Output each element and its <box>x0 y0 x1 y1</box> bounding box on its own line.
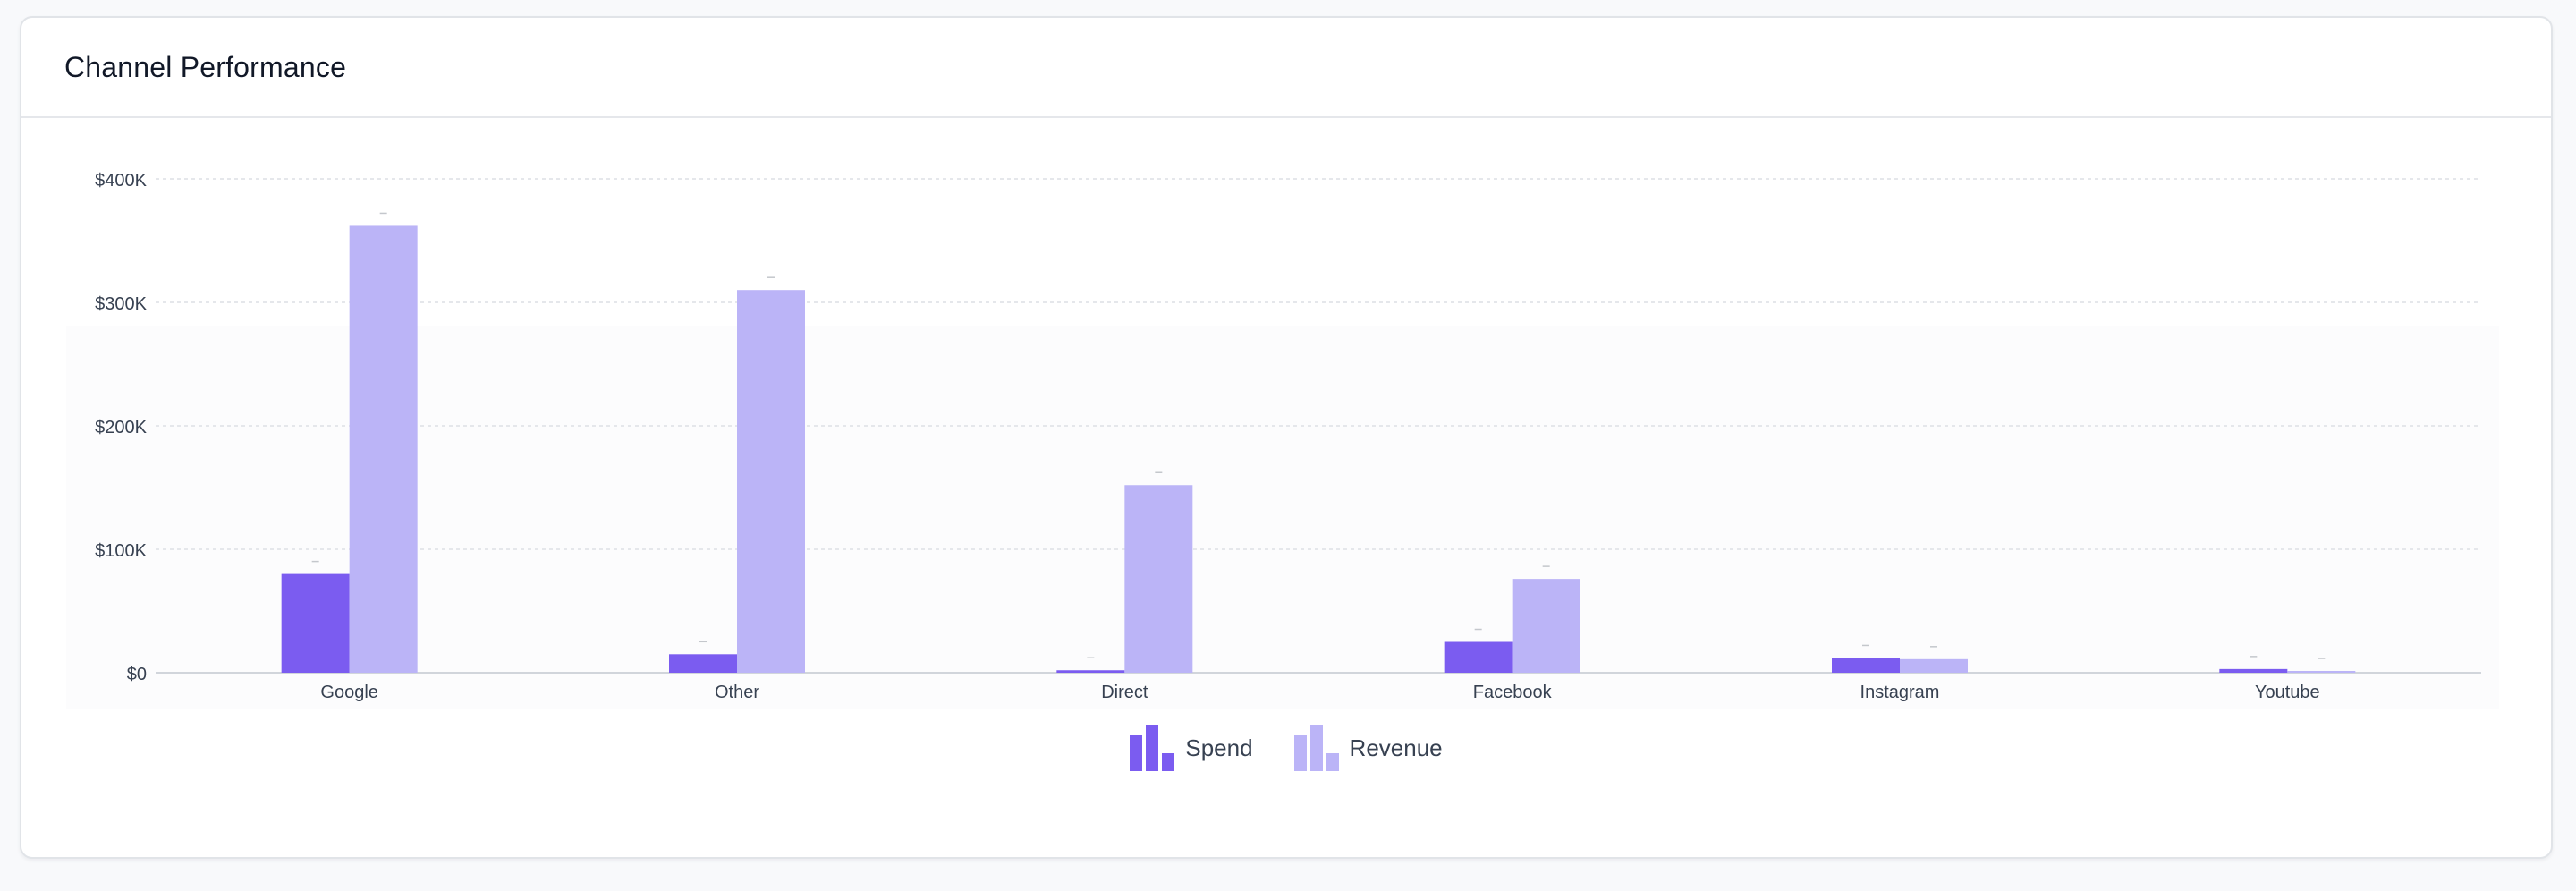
legend-glyph-bar <box>1130 735 1143 771</box>
bar-revenue <box>1900 658 1968 673</box>
bar-revenue <box>1124 485 1193 673</box>
legend-glyph-bar <box>1309 725 1323 771</box>
y-tick-label: $200K <box>95 418 147 437</box>
bar-revenue <box>1512 579 1580 673</box>
legend-glyph-bar <box>1293 735 1307 771</box>
x-tick-label: Youtube <box>2255 683 2320 702</box>
y-tick-label: $400K <box>95 171 147 191</box>
chart-legend: Spend Revenue <box>21 725 2551 771</box>
bar-revenue <box>2287 671 2356 673</box>
x-tick-label: Google <box>320 683 378 702</box>
legend-glyph-bar <box>1162 753 1175 771</box>
legend-glyph-bar <box>1146 725 1159 771</box>
channel-performance-card: Channel Performance $0 $100K $200K $300K $40… <box>20 16 2553 859</box>
bar-chart: $0 $100K $200K $300K $400K Google Other Direct F… <box>66 171 2499 709</box>
bar-chart-icon <box>1130 725 1175 771</box>
bar-spend <box>1056 670 1125 673</box>
legend-glyph-bar <box>1326 753 1339 771</box>
bar-spend <box>1444 641 1513 673</box>
y-tick-label: $100K <box>95 541 147 561</box>
x-tick-label: Other <box>715 683 759 702</box>
bar-chart-icon <box>1293 725 1339 771</box>
bar-spend <box>1832 658 1900 673</box>
legend-label-revenue: Revenue <box>1349 734 1443 761</box>
bar-revenue <box>737 290 805 673</box>
bar-spend <box>281 573 350 673</box>
bar-spend <box>669 654 737 673</box>
plot-background <box>66 326 2499 709</box>
x-tick-label: Facebook <box>1473 683 1553 702</box>
y-tick-label: $300K <box>95 294 147 314</box>
bar-spend <box>2219 668 2288 673</box>
x-tick-label: Direct <box>1101 683 1148 702</box>
x-tick-label: Instagram <box>1860 683 1940 702</box>
y-tick-label: $0 <box>127 665 147 684</box>
chart-area: $0 $100K $200K $300K $400K Google Other Direct F… <box>21 118 2551 857</box>
legend-item-spend[interactable]: Spend <box>1130 725 1253 771</box>
card-header: Channel Performance <box>21 18 2551 118</box>
card-title: Channel Performance <box>64 50 347 83</box>
legend-label-spend: Spend <box>1185 734 1253 761</box>
legend-item-revenue[interactable]: Revenue <box>1293 725 1443 771</box>
bar-revenue <box>349 225 418 673</box>
